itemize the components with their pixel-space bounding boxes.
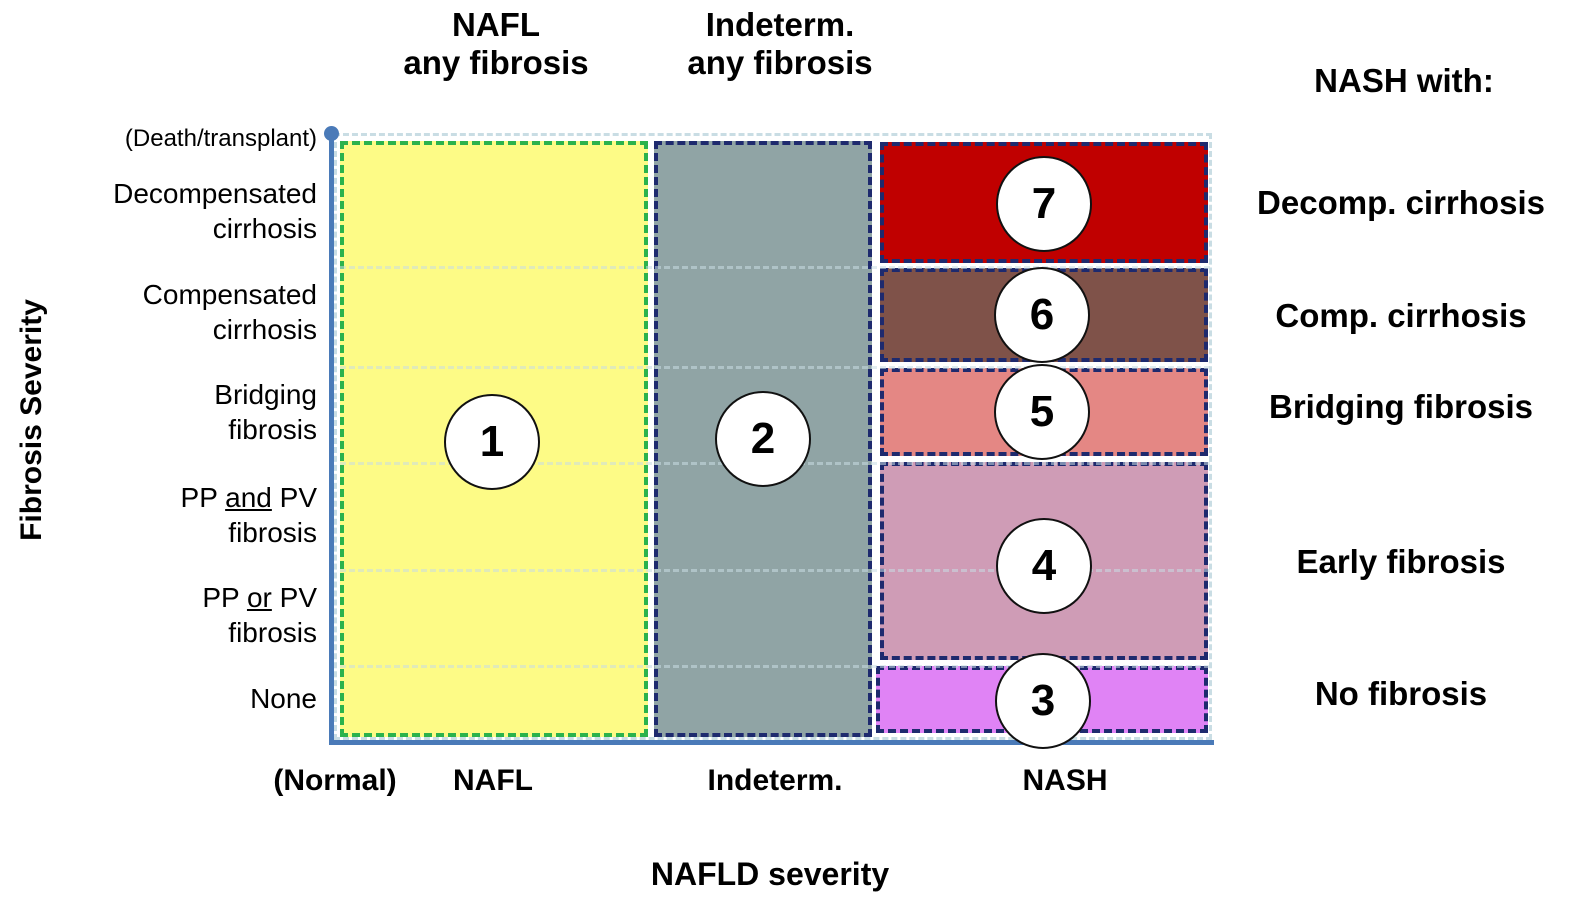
y-axis-line <box>329 134 334 745</box>
y-label-pp-and-pv-line1: PP and PV <box>180 482 317 513</box>
x-label-normal: (Normal) <box>273 764 397 797</box>
grid-line-5 <box>340 665 1210 668</box>
y-label-pp-or-pv-line1: PP or PV <box>202 582 317 613</box>
underline-and: and <box>225 482 272 513</box>
axis-origin-dot <box>324 126 339 141</box>
nash-label-comp: Comp. cirrhosis <box>1275 297 1527 334</box>
header-indeterm-line2: any fibrosis <box>687 44 873 81</box>
x-label-indeterm: Indeterm. <box>707 764 843 797</box>
y-label-pp-or-pv-line2: fibrosis <box>228 617 317 648</box>
grid-line-4 <box>340 569 1210 572</box>
plot-frame <box>334 133 1212 740</box>
header-nafl: NAFL any fibrosis <box>380 6 612 82</box>
nash-label-none: No fibrosis <box>1314 675 1488 712</box>
region-1-nafl <box>340 141 648 737</box>
grid-line-2 <box>340 366 1210 369</box>
x-label-nash: NASH <box>1022 764 1108 797</box>
x-axis-title: NAFLD severity <box>650 856 890 892</box>
x-axis-line <box>329 740 1214 745</box>
header-indeterm-line1: Indeterm. <box>705 6 855 43</box>
nash-label-bridging: Bridging fibrosis <box>1269 388 1533 425</box>
header-indeterm: Indeterm. any fibrosis <box>660 6 900 82</box>
underline-or: or <box>246 582 272 613</box>
y-axis-title: Fibrosis Severity <box>15 299 48 541</box>
y-label-pp-and-pv-line2: fibrosis <box>228 517 317 548</box>
y-label-bridging: Bridging fibrosis <box>214 377 317 447</box>
region-number-7: 7 <box>996 156 1092 252</box>
y-label-decompensated-line2: cirrhosis <box>212 213 317 244</box>
y-label-none: None <box>250 683 317 714</box>
header-nafl-line1: NAFL <box>452 6 540 43</box>
y-label-decompensated-line1: Decompensated <box>113 178 317 209</box>
y-label-bridging-line2: fibrosis <box>228 414 317 445</box>
region-number-6: 6 <box>994 267 1090 363</box>
region-number-4: 4 <box>996 518 1092 614</box>
nash-label-early: Early fibrosis <box>1296 543 1506 580</box>
header-nash-with: NASH with: <box>1314 62 1494 99</box>
grid-line-1 <box>340 266 1210 269</box>
region-number-2: 2 <box>715 391 811 487</box>
region-number-1: 1 <box>444 394 540 490</box>
y-label-bridging-line1: Bridging <box>214 379 317 410</box>
y-label-pp-and-pv: PP and PV fibrosis <box>181 480 317 550</box>
y-label-compensated: Compensated cirrhosis <box>143 277 317 347</box>
region-number-5: 5 <box>994 364 1090 460</box>
nash-label-decomp: Decomp. cirrhosis <box>1257 184 1545 221</box>
y-label-death-transplant: (Death/transplant) <box>124 125 317 152</box>
header-nafl-line2: any fibrosis <box>403 44 589 81</box>
y-label-decompensated: Decompensated cirrhosis <box>113 176 317 246</box>
y-label-compensated-line2: cirrhosis <box>212 314 317 345</box>
region-number-3: 3 <box>995 653 1091 749</box>
x-label-nafl: NAFL <box>453 764 533 797</box>
y-label-pp-or-pv: PP or PV fibrosis <box>202 580 317 650</box>
y-label-compensated-line1: Compensated <box>142 279 317 310</box>
